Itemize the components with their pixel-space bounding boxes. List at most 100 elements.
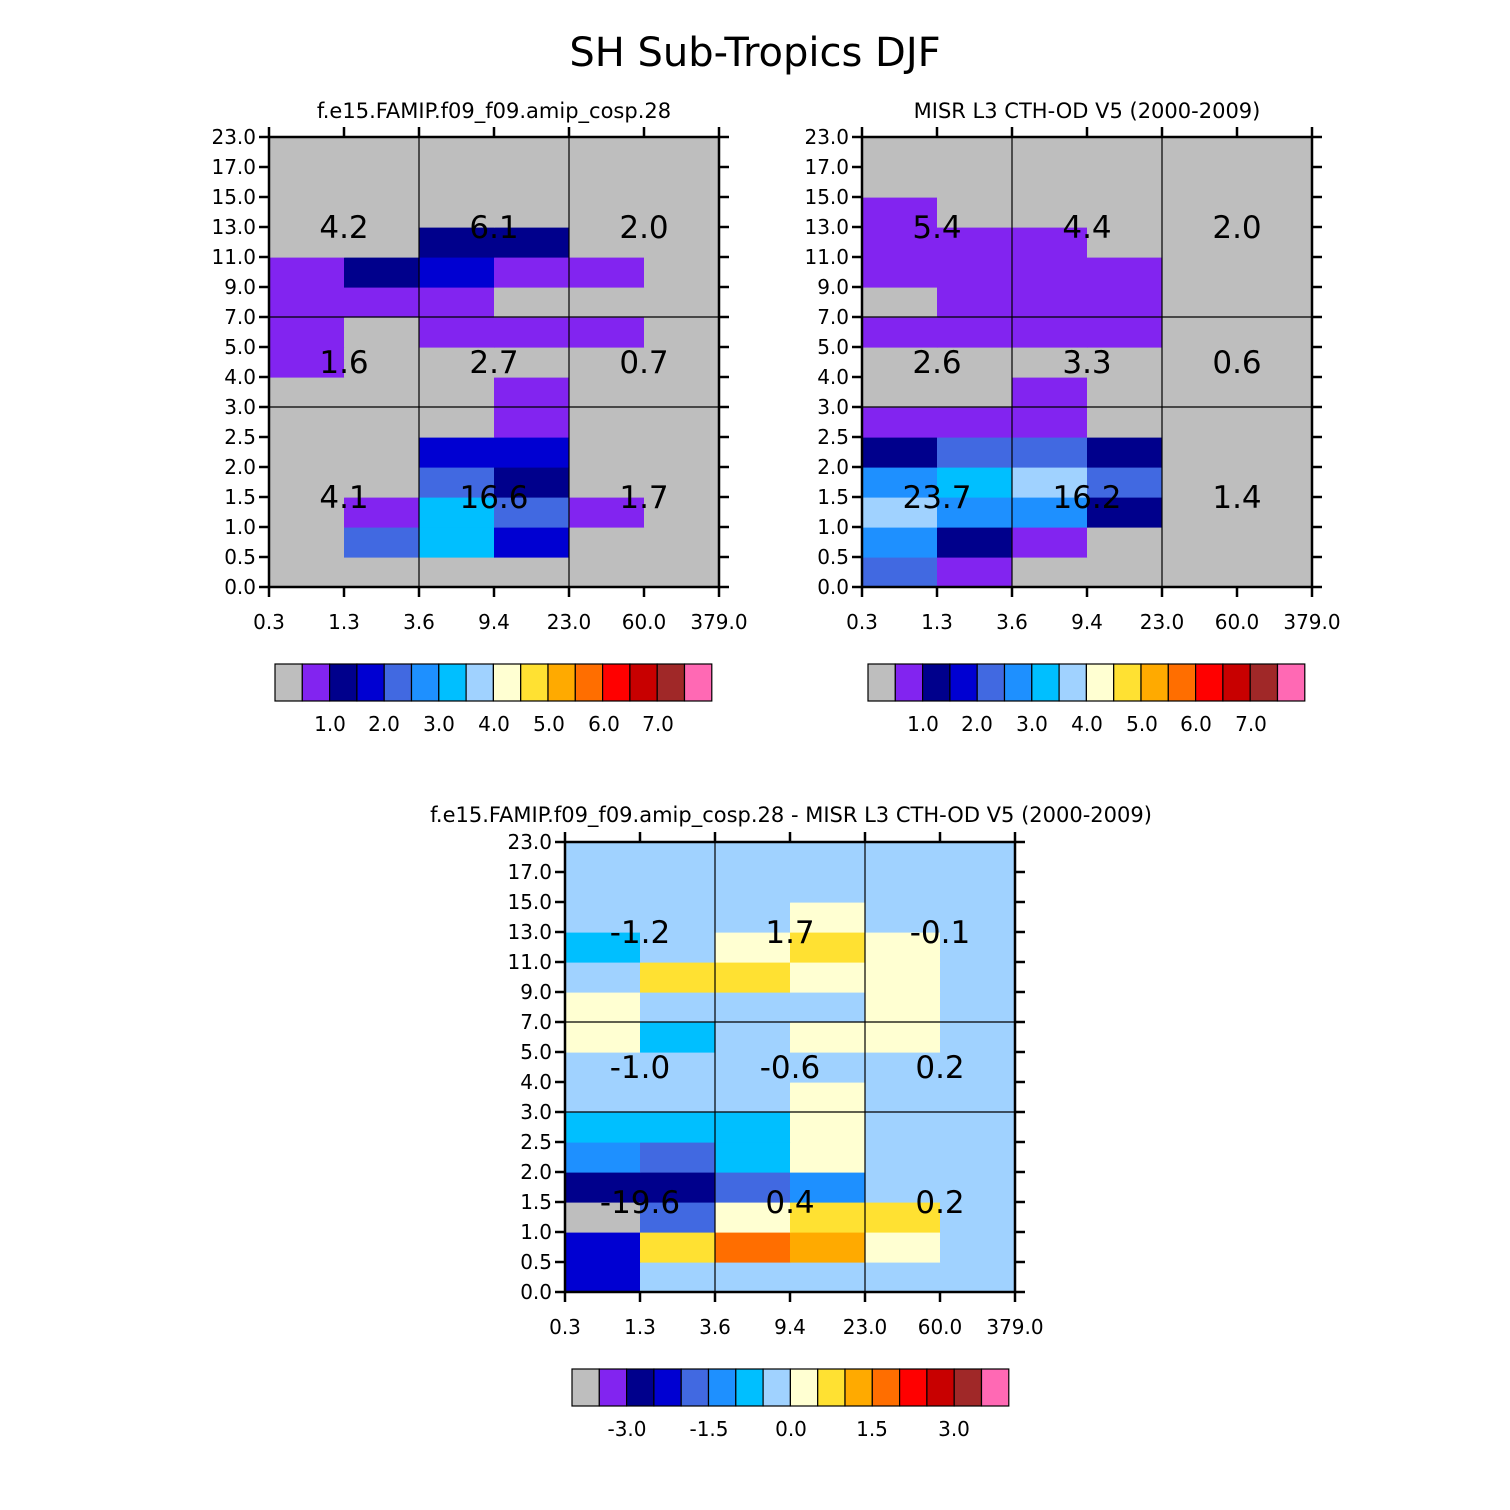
heatmap-cell — [715, 902, 791, 933]
y-tick-label: 9.0 — [224, 275, 256, 299]
heatmap-cell — [1087, 467, 1163, 498]
y-tick-label: 23.0 — [804, 125, 849, 149]
heatmap-cell — [494, 197, 570, 228]
heatmap-cell — [790, 962, 866, 993]
heatmap-cell — [715, 1022, 791, 1053]
heatmap-cell — [569, 527, 645, 558]
heatmap-cell — [1087, 227, 1163, 258]
heatmap-cell — [419, 527, 495, 558]
x-tick-label: 60.0 — [918, 1315, 963, 1339]
heatmap-cell — [419, 437, 495, 468]
y-tick-label: 17.0 — [211, 155, 256, 179]
heatmap-cell — [790, 1232, 866, 1263]
colorbar-box — [976, 663, 1006, 702]
heatmap-cell — [940, 1172, 1016, 1203]
group-value-label: -19.6 — [600, 1185, 680, 1221]
heatmap-cell — [790, 902, 866, 933]
heatmap-cell — [640, 842, 716, 873]
heatmap-cell — [790, 872, 866, 903]
y-tick-label: 11.0 — [507, 950, 552, 974]
heatmap-cell — [940, 1202, 1016, 1233]
heatmap-cell — [1162, 377, 1238, 408]
heatmap-cell — [790, 1262, 866, 1293]
heatmap-cell — [269, 437, 345, 468]
heatmap-cell — [1012, 317, 1088, 348]
heatmap-cell — [1162, 497, 1238, 528]
heatmap-cell — [790, 1202, 866, 1233]
y-tick-label: 2.0 — [520, 1160, 552, 1184]
group-value-label: 4.1 — [319, 480, 368, 516]
colorbar-label: 4.0 — [478, 712, 510, 736]
y-tick-label: 2.5 — [817, 425, 849, 449]
heatmap-cell — [862, 137, 938, 168]
heatmap-cell — [715, 1232, 791, 1263]
heatmap-cell — [940, 932, 1016, 963]
heatmap-cell — [640, 1232, 716, 1263]
x-tick-label: 1.3 — [328, 610, 360, 634]
heatmap-cell — [1237, 197, 1313, 228]
heatmap-cell — [1237, 287, 1313, 318]
heatmap-cell — [1237, 227, 1313, 258]
colorbar-box — [980, 1368, 1010, 1407]
heatmap-cell — [419, 407, 495, 438]
heatmap-cell — [344, 437, 420, 468]
heatmap-cell — [640, 902, 716, 933]
group-value-label: 2.6 — [912, 345, 961, 381]
colorbar-label: 5.0 — [533, 712, 565, 736]
colorbar-box — [629, 663, 658, 702]
colorbar-box — [949, 663, 978, 702]
heatmap-cell — [494, 347, 570, 378]
group-value-label: 6.1 — [469, 210, 518, 246]
heatmap-cell — [644, 377, 720, 408]
heatmap-cell — [1237, 347, 1313, 378]
heatmap-cell — [937, 317, 1013, 348]
heatmap-cell — [419, 287, 495, 318]
group-value-label: 2.0 — [619, 210, 668, 246]
group-value-label: 4.2 — [319, 210, 368, 246]
heatmap-cell — [344, 377, 420, 408]
heatmap-cell — [269, 197, 345, 228]
heatmap-cell — [569, 467, 645, 498]
heatmap-cell — [715, 932, 791, 963]
heatmap-cell — [1012, 197, 1088, 228]
heatmap-cell — [344, 287, 420, 318]
group-value-label: 0.6 — [1212, 345, 1261, 381]
heatmap-cell — [1162, 287, 1238, 318]
heatmap-cell — [937, 137, 1013, 168]
heatmap-cell — [1237, 437, 1313, 468]
heatmap-cell — [640, 1172, 716, 1203]
colorbar-label: 2.0 — [961, 712, 993, 736]
colorbar-box — [894, 663, 924, 702]
group-value-label: 1.6 — [319, 345, 368, 381]
colorbar-box — [625, 1368, 655, 1407]
heatmap-cell — [937, 527, 1013, 558]
colorbar-box — [1058, 663, 1087, 702]
colorbar-box — [520, 663, 549, 702]
colorbar-label: 3.0 — [423, 712, 455, 736]
heatmap-cell — [940, 1022, 1016, 1053]
colorbar-box — [680, 1368, 710, 1407]
y-tick-label: 7.0 — [224, 305, 256, 329]
colorbar-box — [547, 663, 576, 702]
heatmap-cell — [344, 557, 420, 588]
heatmap-cell — [419, 197, 495, 228]
heatmap-cell — [715, 1112, 791, 1143]
heatmap-cell — [715, 1262, 791, 1293]
group-value-label: 4.4 — [1062, 210, 1111, 246]
heatmap-cell — [862, 347, 938, 378]
y-tick-label: 0.0 — [520, 1280, 552, 1304]
heatmap-cell — [419, 317, 495, 348]
heatmap-cell — [715, 1052, 791, 1083]
heatmap-cell — [269, 257, 345, 288]
group-value-label: -1.0 — [610, 1050, 671, 1086]
heatmap-cell — [644, 497, 720, 528]
x-tick-label: 1.3 — [624, 1315, 656, 1339]
heatmap-cell — [865, 1232, 941, 1263]
heatmap-cell — [269, 527, 345, 558]
heatmap-cell — [940, 1232, 1016, 1263]
heatmap-cell — [569, 227, 645, 258]
heatmap-cell — [565, 842, 641, 873]
colorbar-label: 2.0 — [368, 712, 400, 736]
colorbar-box — [844, 1368, 873, 1407]
heatmap-cell — [862, 257, 938, 288]
